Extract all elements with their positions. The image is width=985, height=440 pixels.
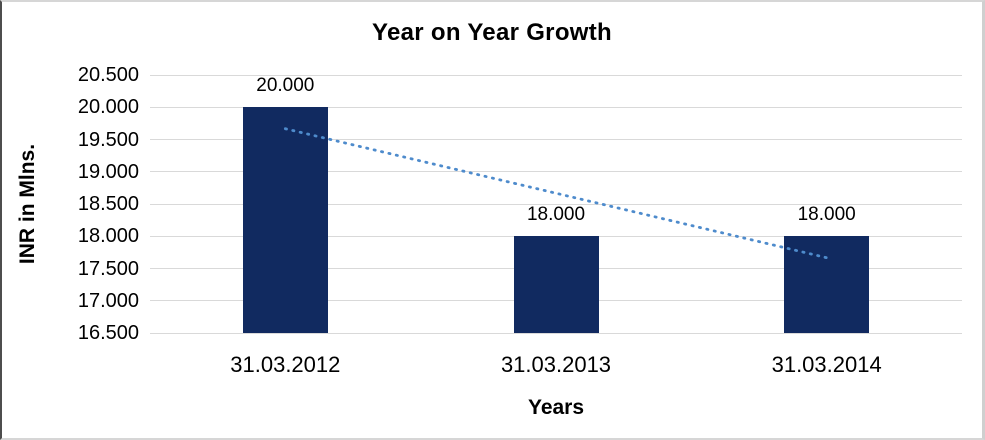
gridline — [150, 332, 962, 334]
y-tick-label: 20.000 — [77, 96, 139, 119]
bar — [784, 236, 870, 333]
gridline — [150, 106, 962, 108]
y-tick-label: 16.500 — [77, 322, 139, 344]
y-tick-label: 17.000 — [77, 289, 139, 312]
y-tick-label: 18.000 — [77, 225, 139, 248]
bar-data-label: 18.000 — [526, 204, 586, 226]
y-tick-label: 19.500 — [77, 128, 139, 151]
x-tick-label: 31.03.2014 — [771, 352, 882, 377]
y-tick-label: 18.500 — [77, 193, 139, 215]
bar — [242, 107, 328, 333]
bar-data-label: 20.000 — [256, 75, 315, 97]
x-tick-label: 31.03.2013 — [500, 352, 612, 377]
y-tick-label: 17.500 — [77, 257, 139, 280]
gridline — [150, 74, 962, 76]
chart-title: Year on Year Growth — [371, 19, 613, 46]
x-axis-title: Years — [527, 396, 585, 419]
bar — [513, 236, 599, 333]
y-tick-label: 19.000 — [77, 160, 139, 183]
y-tick-label: 20.500 — [77, 64, 139, 86]
bar-data-label: 18.000 — [797, 204, 856, 226]
x-tick-label: 31.03.2012 — [230, 352, 341, 377]
